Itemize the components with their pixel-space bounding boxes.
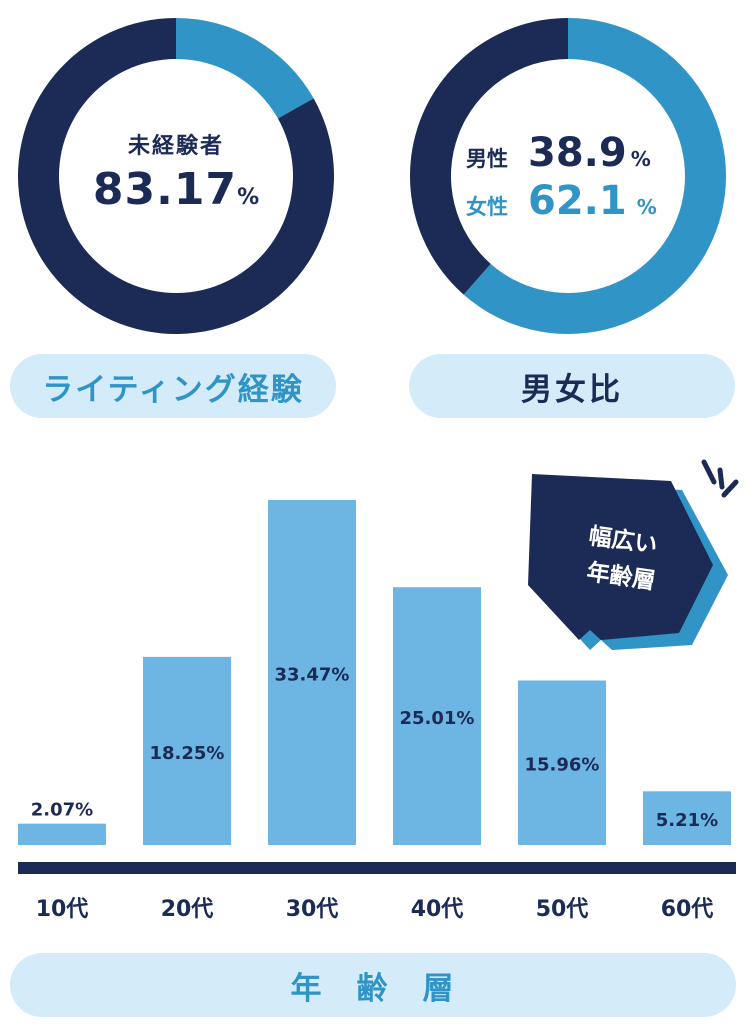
x-tick-label: 20代 <box>161 897 214 922</box>
age-bar-value-label: 15.96% <box>525 755 600 776</box>
age-bar-6 <box>643 791 731 845</box>
age-bar-value-label: 25.01% <box>400 708 475 729</box>
speech-bubble: 幅広い 年齢層 <box>528 459 739 650</box>
gender-slice-male <box>409 18 568 295</box>
age-caption: 年 齢 層 <box>290 970 456 1007</box>
x-tick-label: 60代 <box>661 897 714 922</box>
experience-center-label: 未経験者 83.17% <box>60 128 292 215</box>
age-bar-value-label: 18.25% <box>150 743 225 764</box>
female-value: 62.1 <box>528 178 627 224</box>
age-bar-2 <box>143 656 231 845</box>
experience-value: 83.17 <box>92 164 238 215</box>
gender-center-label: 男性 38.9 % 女性 62.1 % <box>466 130 676 226</box>
male-unit: % <box>630 147 651 171</box>
age-bar-1 <box>18 823 106 845</box>
experience-label: 未経験者 <box>127 134 224 159</box>
x-tick-label: 40代 <box>411 897 464 922</box>
emphasis-lines-icon <box>701 459 739 498</box>
male-label: 男性 <box>466 147 508 171</box>
age-bar-3 <box>268 500 356 845</box>
female-label: 女性 <box>466 195 508 219</box>
x-tick-label: 50代 <box>536 897 589 922</box>
x-axis-line <box>18 862 736 874</box>
experience-slice-experienced <box>176 18 314 119</box>
gender-caption: 男女比 <box>521 371 623 408</box>
age-bar-5 <box>518 680 606 845</box>
experience-caption: ライティング経験 <box>42 371 304 408</box>
x-tick-label: 10代 <box>36 897 89 922</box>
age-bar-4 <box>393 587 481 845</box>
male-value: 38.9 <box>528 130 627 176</box>
experience-unit: % <box>237 185 260 210</box>
gender-caption-pill: 男女比 <box>409 354 735 418</box>
experience-caption-pill: ライティング経験 <box>10 354 336 418</box>
gender-slice-female <box>463 18 726 334</box>
female-unit: % <box>636 195 657 219</box>
age-bar-value-label: 5.21% <box>656 810 718 831</box>
speech-bubble-body <box>528 474 713 640</box>
x-tick-label: 30代 <box>286 897 339 922</box>
age-bar-value-label: 33.47% <box>275 665 350 686</box>
age-bar-value-label: 2.07% <box>31 800 93 821</box>
age-caption-pill: 年 齢 層 <box>10 953 736 1017</box>
